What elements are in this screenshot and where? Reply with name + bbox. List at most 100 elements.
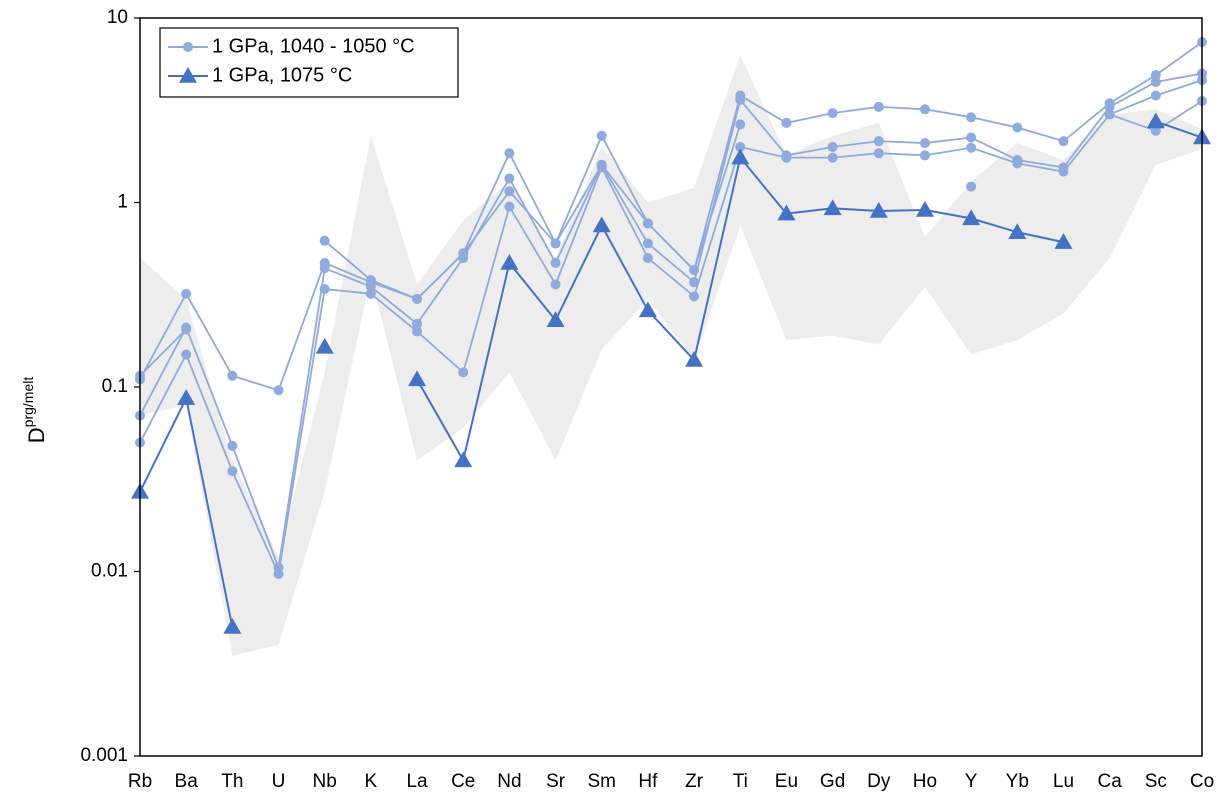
- x-tick-label: Rb: [128, 771, 152, 792]
- x-tick-label: Hf: [638, 771, 658, 792]
- triangle-marker: [408, 370, 427, 387]
- x-tick-label: Sr: [546, 771, 566, 792]
- circle-marker: [412, 318, 423, 329]
- circle-marker: [1012, 122, 1023, 133]
- triangle-marker: [638, 301, 657, 318]
- circle-marker: [458, 248, 469, 259]
- circle-marker: [781, 152, 792, 163]
- circle-marker: [596, 159, 607, 170]
- circle-marker: [504, 186, 515, 197]
- y-tick-label: 10: [107, 7, 128, 28]
- x-tick-label: Th: [221, 771, 243, 792]
- circle-marker: [642, 238, 653, 249]
- triangle-marker: [223, 618, 242, 634]
- x-tick-label: Zr: [685, 771, 704, 792]
- y-axis-label: Dprg/melt: [20, 377, 49, 444]
- x-tick-label: Ca: [1098, 771, 1123, 792]
- triangle-marker: [454, 451, 473, 468]
- x-tick-label: Sm: [587, 771, 616, 792]
- circle-marker: [827, 152, 838, 163]
- circle-marker: [550, 238, 561, 249]
- triangle-marker: [500, 253, 519, 270]
- circle-marker: [227, 466, 238, 477]
- circle-marker: [919, 104, 930, 115]
- x-tick-label: Y: [965, 771, 978, 792]
- circle-marker: [181, 349, 192, 360]
- circle-marker: [1058, 166, 1069, 177]
- circle-marker: [596, 130, 607, 141]
- circle-marker: [181, 288, 192, 299]
- x-tick-label: Yb: [1006, 771, 1029, 792]
- circle-marker: [1058, 136, 1069, 147]
- circle-marker: [504, 148, 515, 159]
- circle-marker: [966, 132, 977, 143]
- circle-marker: [273, 385, 284, 396]
- triangle-marker: [1146, 112, 1165, 129]
- range-band: [140, 55, 1202, 656]
- circle-marker: [1150, 125, 1161, 136]
- triangle-marker: [315, 337, 334, 354]
- legend: 1 GPa, 1040 - 1050 °C 1 GPa, 1075 °C: [159, 27, 459, 98]
- circle-marker: [550, 257, 561, 268]
- circle-marker: [1150, 90, 1161, 101]
- circle-marker: [504, 201, 515, 212]
- circle-marker: [966, 142, 977, 153]
- circle-marker: [1104, 101, 1115, 112]
- triangle-marker: [869, 201, 888, 218]
- series-line: [139, 79, 1203, 578]
- triangle-marker: [177, 389, 196, 405]
- x-tick-label: Ti: [733, 771, 748, 792]
- circle-marker: [504, 173, 515, 184]
- circle-marker: [966, 181, 977, 192]
- circle-marker: [689, 265, 700, 276]
- triangle-marker: [592, 216, 611, 233]
- circle-marker: [966, 112, 977, 123]
- x-tick-label: Eu: [775, 771, 798, 792]
- triangle-marker: [823, 199, 842, 216]
- triangle-marker: [777, 204, 796, 221]
- legend-label: 1 GPa, 1040 - 1050 °C: [212, 35, 415, 57]
- y-label-main: D: [24, 427, 49, 443]
- triangle-marker: [915, 201, 934, 217]
- circle-marker: [365, 288, 376, 299]
- circle-marker: [781, 117, 792, 128]
- circle-marker: [735, 141, 746, 152]
- y-label-sup: prg/melt: [20, 377, 36, 428]
- x-tick-label: Ho: [913, 771, 937, 792]
- x-tick-label: Lu: [1053, 771, 1074, 792]
- y-tick-label: 0.01: [91, 561, 128, 582]
- circle-marker: [319, 263, 330, 274]
- circle-marker: [689, 277, 700, 288]
- circle-marker: [1104, 109, 1115, 120]
- y-tick-label: 0.001: [80, 745, 128, 766]
- legend-box: [159, 27, 459, 98]
- triangle-marker: [179, 67, 197, 83]
- triangle-marker: [685, 351, 704, 367]
- x-tick-label: K: [365, 771, 378, 792]
- x-tick-label: Gd: [820, 771, 845, 792]
- circle-marker: [827, 108, 838, 119]
- circle-marker: [319, 283, 330, 294]
- circle-marker: [183, 42, 193, 52]
- series-line: [139, 72, 1203, 572]
- circle-marker: [873, 148, 884, 159]
- x-tick-label: Ce: [451, 771, 475, 792]
- x-tick-label: La: [406, 771, 428, 792]
- circle-marker: [689, 291, 700, 302]
- triangle-marker: [731, 148, 750, 165]
- circle-marker: [873, 136, 884, 147]
- circle-marker: [412, 293, 423, 304]
- circle-marker: [181, 324, 192, 335]
- circle-marker: [642, 218, 653, 229]
- x-tick-label: Nd: [497, 771, 521, 792]
- circle-marker: [827, 141, 838, 152]
- circle-marker: [1012, 158, 1023, 169]
- circle-marker: [458, 367, 469, 378]
- circle-marker: [642, 253, 653, 264]
- circle-marker: [919, 138, 930, 149]
- circle-marker: [735, 94, 746, 105]
- circle-marker: [550, 279, 561, 290]
- x-tick-label: Dy: [867, 771, 891, 792]
